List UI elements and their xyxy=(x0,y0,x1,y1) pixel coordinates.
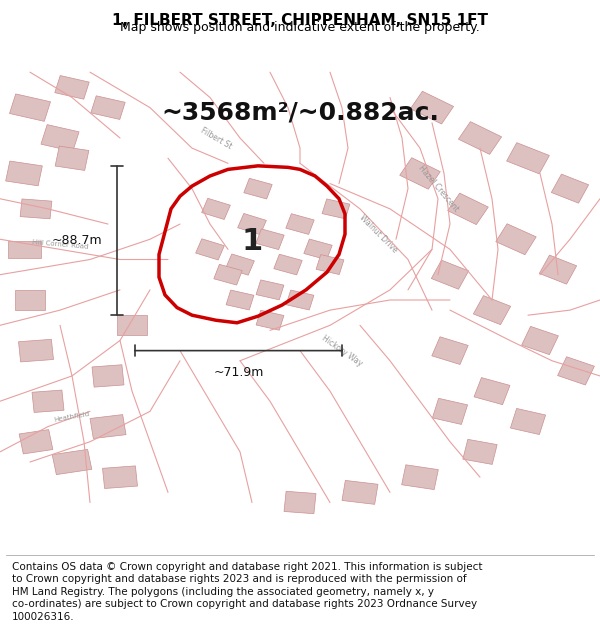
Text: Hickory Way: Hickory Way xyxy=(320,333,364,368)
Bar xyxy=(256,310,284,330)
Bar xyxy=(55,76,89,99)
Bar xyxy=(19,339,53,362)
Bar xyxy=(316,254,344,274)
Bar xyxy=(539,255,577,284)
Bar xyxy=(244,178,272,199)
Text: ~3568m²/~0.882ac.: ~3568m²/~0.882ac. xyxy=(161,101,439,125)
Text: Map shows position and indicative extent of the property.: Map shows position and indicative extent… xyxy=(120,21,480,34)
Bar xyxy=(432,337,468,364)
Bar xyxy=(400,158,440,189)
Bar xyxy=(551,174,589,203)
Text: Contains OS data © Crown copyright and database right 2021. This information is : Contains OS data © Crown copyright and d… xyxy=(12,562,482,572)
Text: ~88.7m: ~88.7m xyxy=(52,234,102,247)
Text: 1, FILBERT STREET, CHIPPENHAM, SN15 1FT: 1, FILBERT STREET, CHIPPENHAM, SN15 1FT xyxy=(112,13,488,28)
Bar xyxy=(448,193,488,224)
Bar xyxy=(458,122,502,154)
Text: Heathfield: Heathfield xyxy=(53,411,91,422)
Bar xyxy=(511,409,545,434)
Text: Hill Corner Road: Hill Corner Road xyxy=(32,239,88,250)
Text: 1: 1 xyxy=(241,228,263,256)
Bar xyxy=(284,491,316,514)
Bar xyxy=(7,241,41,258)
Bar xyxy=(506,142,550,174)
Text: Hazel Crescent: Hazel Crescent xyxy=(416,164,460,214)
Text: 100026316.: 100026316. xyxy=(12,612,74,622)
Bar xyxy=(15,290,45,310)
Bar xyxy=(463,439,497,464)
Bar xyxy=(342,481,378,504)
Bar xyxy=(5,161,43,186)
Bar xyxy=(55,146,89,171)
Bar xyxy=(286,290,314,310)
Bar xyxy=(41,124,79,151)
Bar xyxy=(202,198,230,219)
Bar xyxy=(214,264,242,285)
Bar xyxy=(92,365,124,387)
Bar xyxy=(496,224,536,255)
Text: Filbert St: Filbert St xyxy=(199,126,233,151)
Text: to Crown copyright and database rights 2023 and is reproduced with the permissio: to Crown copyright and database rights 2… xyxy=(12,574,467,584)
Bar xyxy=(91,96,125,119)
Bar xyxy=(32,390,64,412)
Bar xyxy=(52,449,92,474)
Bar xyxy=(473,296,511,324)
Bar xyxy=(286,214,314,234)
Bar xyxy=(401,465,439,489)
Bar xyxy=(90,414,126,439)
Bar xyxy=(557,357,595,385)
Bar xyxy=(20,199,52,219)
Text: Walnut Drive: Walnut Drive xyxy=(357,213,399,255)
Bar xyxy=(304,239,332,260)
Bar xyxy=(226,290,254,310)
Bar xyxy=(433,398,467,424)
Bar xyxy=(117,315,147,336)
Bar xyxy=(10,94,50,121)
Bar xyxy=(19,429,53,454)
Bar xyxy=(256,229,284,249)
Bar xyxy=(256,280,284,300)
Bar xyxy=(474,378,510,404)
Bar xyxy=(521,326,559,354)
Text: HM Land Registry. The polygons (including the associated geometry, namely x, y: HM Land Registry. The polygons (includin… xyxy=(12,587,434,597)
Bar xyxy=(238,214,266,234)
Bar xyxy=(196,239,224,260)
Bar xyxy=(103,466,137,489)
Bar xyxy=(226,254,254,275)
Bar xyxy=(410,91,454,124)
Bar xyxy=(274,254,302,275)
Text: co-ordinates) are subject to Crown copyright and database rights 2023 Ordnance S: co-ordinates) are subject to Crown copyr… xyxy=(12,599,477,609)
Bar xyxy=(322,199,350,219)
Bar xyxy=(431,260,469,289)
Text: ~71.9m: ~71.9m xyxy=(214,366,263,379)
